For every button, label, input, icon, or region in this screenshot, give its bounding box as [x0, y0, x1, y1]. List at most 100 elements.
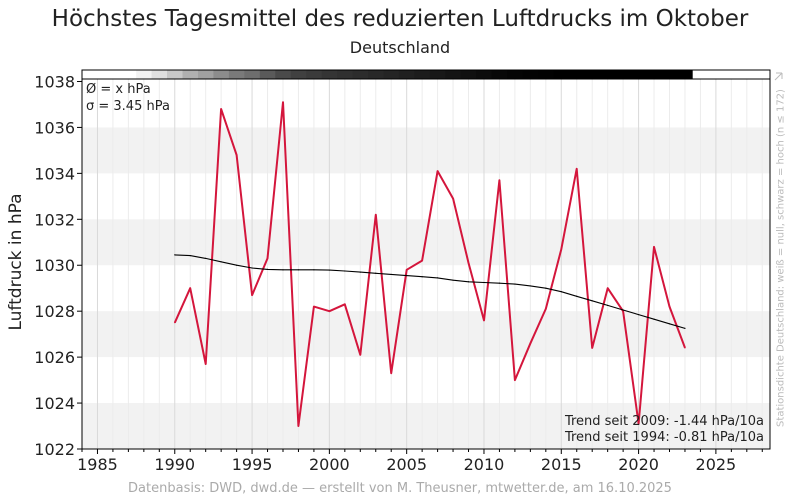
density-cell-1995: [244, 70, 261, 79]
x-tick-label-2015: 2015: [541, 455, 582, 474]
band-gray: [82, 311, 770, 358]
point-mean-2005: [406, 274, 408, 277]
point-mean-2002: [359, 271, 361, 273]
point-max-2008: [452, 198, 454, 200]
point-max-1996: [266, 257, 269, 259]
density-cell-1999: [306, 70, 323, 79]
point-mean-2004: [390, 273, 392, 276]
point-max-1994: [236, 154, 238, 156]
point-mean-2019: [622, 309, 624, 311]
x-tick-label-2025: 2025: [696, 455, 737, 474]
density-cell-1991: [182, 70, 199, 79]
point-mean-1999: [313, 269, 315, 271]
density-cell-1986: [105, 70, 122, 79]
point-max-2007: [436, 170, 439, 172]
point-mean-1990: [174, 254, 176, 256]
density-scale-icon: [774, 72, 783, 81]
density-cell-1985: [89, 70, 106, 79]
density-cell-2013: [522, 70, 539, 79]
point-max-2005: [406, 269, 408, 271]
density-cell-1996: [259, 70, 276, 79]
arrow-icon: [774, 72, 783, 81]
y-tick-label-1036: 1036: [34, 118, 75, 137]
data-lines: [173, 101, 686, 427]
density-cell-1989: [151, 70, 168, 79]
y-tick-label-1034: 1034: [34, 164, 75, 183]
density-cell-2000: [321, 70, 338, 79]
series-line-mean: [174, 254, 686, 329]
chart-subtitle: Deutschland: [349, 38, 451, 57]
x-tick-label-1990: 1990: [154, 455, 195, 474]
point-max-2013: [529, 342, 531, 344]
point-mean-1993: [220, 261, 222, 263]
trend-label-1994: Trend seit 1994: -0.81 hPa/10a: [564, 430, 764, 445]
point-max-2016: [576, 168, 578, 170]
density-cell-1987: [120, 70, 137, 79]
point-mean-2007: [436, 277, 439, 279]
y-tick-label-1038: 1038: [34, 72, 75, 91]
density-cell-2005: [398, 70, 415, 79]
density-cell-2003: [368, 70, 384, 79]
y-tick-label-1030: 1030: [34, 256, 75, 275]
point-max-2012: [514, 379, 516, 381]
point-max-2010: [483, 319, 485, 321]
point-mean-2010: [483, 281, 485, 284]
sigma-label: σ = 3.45 hPa: [86, 99, 170, 114]
density-cell-1993: [213, 70, 230, 79]
y-tick-label-1022: 1022: [34, 440, 75, 459]
x-tick-label-2000: 2000: [309, 455, 350, 474]
point-mean-2000: [328, 269, 330, 271]
density-cell-2001: [337, 70, 354, 79]
density-cell-2011: [491, 70, 508, 79]
density-cell-2023: [677, 70, 694, 79]
x-tick-label-1995: 1995: [232, 455, 273, 474]
density-cell-2024: [692, 70, 709, 79]
point-max-2015: [560, 248, 562, 250]
point-max-2009: [467, 262, 470, 264]
point-max-1999: [313, 305, 315, 308]
stats-box: Ø = x hPa σ = 3.45 hPa: [86, 82, 170, 114]
density-cell-2022: [661, 70, 678, 79]
trend-box: Trend seit 2009: -1.44 hPa/10a Trend sei…: [564, 414, 764, 445]
point-max-1991: [189, 287, 191, 289]
point-max-2004: [390, 372, 392, 374]
point-max-2017: [591, 347, 593, 349]
density-cell-2017: [584, 70, 601, 79]
point-mean-2018: [607, 304, 609, 307]
point-max-1993: [220, 108, 222, 110]
trend-label-2009: Trend seit 2009: -1.44 hPa/10a: [564, 414, 764, 429]
point-mean-2001: [344, 270, 346, 272]
density-cell-1992: [197, 70, 214, 79]
density-cell-2016: [569, 70, 585, 79]
point-mean-2006: [421, 276, 423, 278]
density-cell-1994: [228, 70, 245, 79]
point-max-2003: [375, 214, 377, 216]
station-density-bar: [82, 70, 771, 80]
point-max-2011: [498, 179, 501, 181]
y-tick-label-1026: 1026: [34, 348, 75, 367]
y-tick-label-1024: 1024: [34, 394, 75, 413]
point-mean-2003: [375, 272, 377, 274]
point-mean-2013: [529, 285, 531, 287]
point-max-2021: [653, 246, 655, 248]
density-cell-2012: [507, 70, 524, 79]
density-cell-2009: [460, 70, 477, 79]
point-mean-2023: [684, 327, 686, 330]
point-max-2023: [684, 347, 686, 349]
point-mean-2021: [653, 318, 655, 320]
point-max-2006: [421, 260, 423, 262]
x-tick-label-2005: 2005: [386, 455, 427, 474]
point-mean-1991: [189, 254, 191, 257]
x-tick-label-2010: 2010: [464, 455, 505, 474]
point-mean-2008: [452, 279, 454, 281]
series-line-max: [173, 101, 686, 427]
chart-title: Höchstes Tagesmittel des reduzierten Luf…: [51, 6, 749, 32]
density-cell-1984: [82, 70, 91, 79]
x-tick-label-1985: 1985: [77, 455, 118, 474]
band-gray: [82, 403, 770, 449]
point-max-2000: [328, 310, 330, 312]
point-max-2014: [545, 308, 547, 310]
density-cell-2018: [599, 70, 616, 79]
point-mean-1998: [297, 269, 300, 271]
footer-source: Datenbasis: DWD, dwd.de — erstellt von M…: [128, 481, 672, 496]
